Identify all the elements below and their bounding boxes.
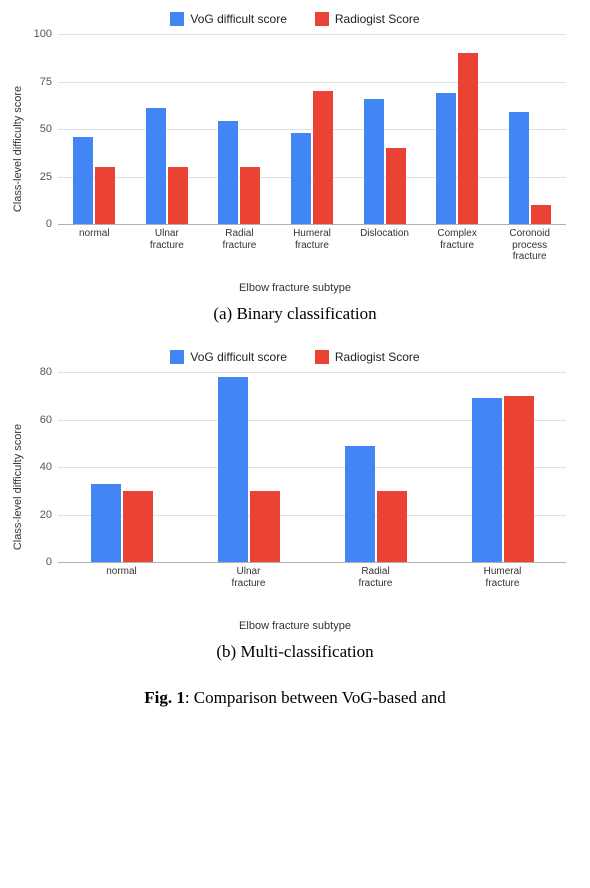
x-labels-row: normal Ulnar fracture Radial fracture Humer…: [58, 224, 566, 264]
bar-series-b: [386, 148, 406, 224]
legend: VoG difficult score Radiogist Score: [8, 350, 582, 364]
bar-series-a: [436, 93, 456, 224]
legend-item-b: Radiogist Score: [315, 350, 420, 364]
bar-series-b: [531, 205, 551, 224]
legend-label-a: VoG difficult score: [190, 350, 287, 364]
x-labels-row: normal Ulnar fracture Radial fracture Humer…: [58, 562, 566, 602]
legend: VoG difficult score Radiogist Score: [8, 12, 582, 26]
bar-group: [73, 34, 115, 224]
figure-label: Fig. 1: [144, 688, 185, 707]
bars-row: [58, 372, 566, 562]
bar-series-b: [123, 491, 153, 562]
bar-group: [218, 372, 280, 562]
chart-b-plot: 020406080: [58, 372, 566, 562]
legend-swatch-a: [170, 350, 184, 364]
x-category-label: Radial fracture: [346, 562, 406, 602]
ytick-label: 60: [40, 414, 58, 426]
ytick-label: 75: [40, 76, 58, 88]
chart-a-frame: Class-level difficulty score 0255075100 …: [58, 34, 566, 264]
bar-group: [345, 372, 407, 562]
bar-series-b: [458, 53, 478, 224]
bar-group: [91, 372, 153, 562]
y-axis-title: Class-level difficulty score: [12, 424, 24, 550]
x-category-label: Humeral fracture: [282, 224, 342, 264]
y-axis-title: Class-level difficulty score: [12, 86, 24, 212]
ytick-label: 40: [40, 461, 58, 473]
x-category-label: Radial fracture: [209, 224, 269, 264]
bar-group: [509, 34, 551, 224]
legend-label-b: Radiogist Score: [335, 350, 420, 364]
bar-series-b: [250, 491, 280, 562]
bar-series-b: [240, 167, 260, 224]
bar-group: [436, 34, 478, 224]
x-category-label: Complex fracture: [427, 224, 487, 264]
x-category-label: Dislocation: [355, 224, 415, 264]
bar-series-a: [146, 108, 166, 224]
bar-group: [472, 372, 534, 562]
bar-series-a: [218, 377, 248, 562]
x-category-label: Ulnar fracture: [219, 562, 279, 602]
bar-group: [218, 34, 260, 224]
subcaption-b: (b) Multi-classification: [8, 642, 582, 662]
ytick-label: 50: [40, 123, 58, 135]
bar-series-a: [73, 137, 93, 224]
bar-series-a: [509, 112, 529, 224]
ytick-label: 25: [40, 171, 58, 183]
legend-item-a: VoG difficult score: [170, 350, 287, 364]
binary-classification-chart: VoG difficult score Radiogist Score Clas…: [8, 12, 582, 324]
bar-group: [291, 34, 333, 224]
legend-label-a: VoG difficult score: [190, 12, 287, 26]
legend-swatch-a: [170, 12, 184, 26]
legend-item-a: VoG difficult score: [170, 12, 287, 26]
ytick-label: 0: [46, 556, 58, 568]
ytick-label: 80: [40, 366, 58, 378]
x-category-label: Coronoid process fracture: [500, 224, 560, 264]
bar-group: [146, 34, 188, 224]
legend-item-b: Radiogist Score: [315, 12, 420, 26]
bar-series-a: [91, 484, 121, 562]
figure-caption: Fig. 1: Comparison between VoG-based and: [8, 688, 582, 708]
legend-swatch-b: [315, 12, 329, 26]
x-axis-title: Elbow fracture subtype: [8, 282, 582, 294]
bar-series-b: [504, 396, 534, 562]
bar-series-b: [168, 167, 188, 224]
bar-series-a: [291, 133, 311, 224]
bar-series-b: [313, 91, 333, 224]
x-category-label: Humeral fracture: [473, 562, 533, 602]
bar-group: [364, 34, 406, 224]
subcaption-a: (a) Binary classification: [8, 304, 582, 324]
legend-label-b: Radiogist Score: [335, 12, 420, 26]
figure-text: : Comparison between VoG-based and: [185, 688, 446, 707]
bar-series-b: [95, 167, 115, 224]
ytick-label: 20: [40, 509, 58, 521]
x-category-label: Ulnar fracture: [137, 224, 197, 264]
x-axis-title: Elbow fracture subtype: [8, 620, 582, 632]
x-category-label: normal: [64, 224, 124, 264]
ytick-label: 0: [46, 218, 58, 230]
multi-classification-chart: VoG difficult score Radiogist Score Clas…: [8, 350, 582, 662]
bar-series-a: [345, 446, 375, 562]
bars-row: [58, 34, 566, 224]
legend-swatch-b: [315, 350, 329, 364]
ytick-label: 100: [34, 28, 58, 40]
chart-a-plot: 0255075100: [58, 34, 566, 224]
bar-series-b: [377, 491, 407, 562]
bar-series-a: [364, 99, 384, 224]
chart-b-frame: Class-level difficulty score 020406080 n…: [58, 372, 566, 602]
x-category-label: normal: [92, 562, 152, 602]
bar-series-a: [472, 398, 502, 562]
bar-series-a: [218, 121, 238, 224]
